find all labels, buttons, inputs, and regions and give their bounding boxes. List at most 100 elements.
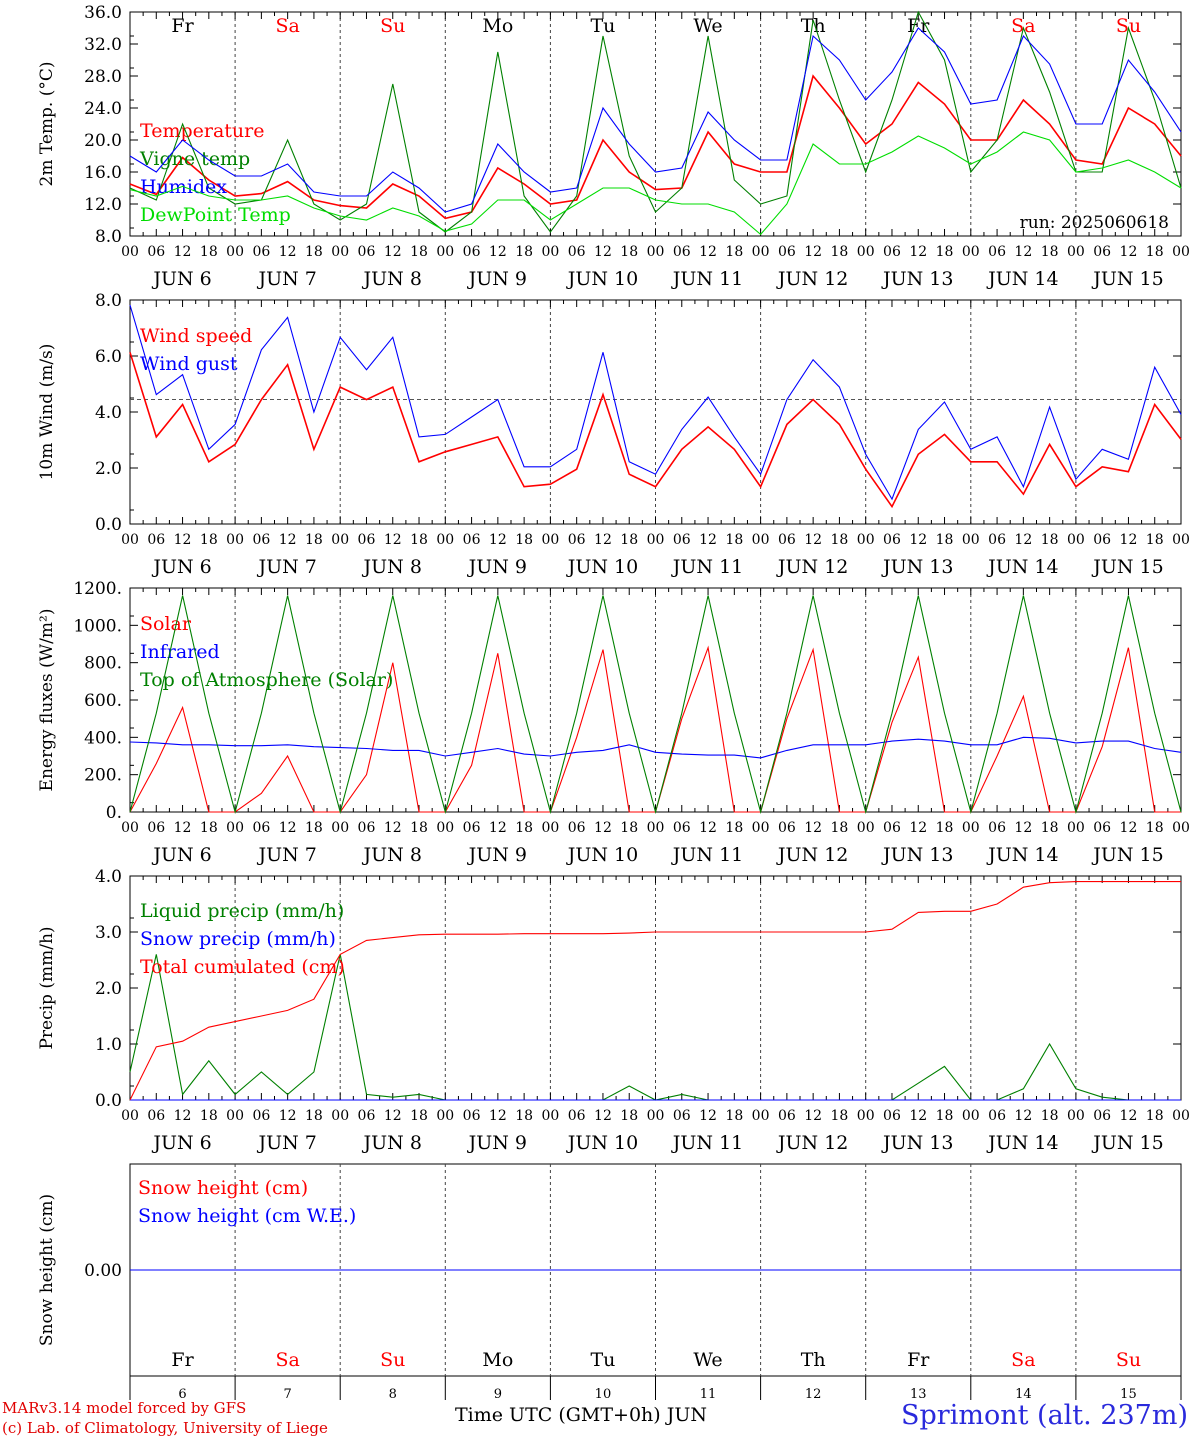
day-number-label: 14 [1015, 1387, 1032, 1400]
y-tick-label: 36.0 [84, 3, 122, 23]
hour-label: 18 [410, 1108, 428, 1124]
hour-label: 18 [936, 532, 954, 548]
hour-label: 00 [647, 820, 665, 836]
day-label: JUN 14 [986, 1132, 1058, 1154]
day-label: JUN 12 [776, 556, 848, 578]
hour-label: 00 [857, 1108, 875, 1124]
y-tick-label: 4.0 [95, 867, 122, 887]
hour-label: 12 [174, 820, 192, 836]
x-axis-title: Time UTC (GMT+0h) JUN [455, 1404, 707, 1426]
hour-label: 06 [358, 244, 376, 260]
hour-label: 06 [673, 532, 691, 548]
hour-label: 12 [804, 1108, 822, 1124]
legend-entry: Infrared [140, 641, 220, 663]
day-label: JUN 11 [671, 1132, 743, 1154]
day-label: JUN 6 [151, 844, 211, 866]
hour-label: 12 [279, 532, 297, 548]
y-tick-label: 0.0 [95, 515, 122, 535]
y-tick-label: 200. [84, 766, 122, 786]
hour-label: 12 [1014, 532, 1032, 548]
day-label: JUN 13 [881, 268, 953, 290]
legend-entry: Wind speed [140, 325, 252, 347]
y-tick-label: 20.0 [84, 131, 122, 151]
y-axis-label: 10m Wind (m/s) [37, 344, 57, 481]
day-number-label: 9 [494, 1387, 502, 1400]
day-label: JUN 8 [362, 556, 422, 578]
day-label: JUN 14 [986, 844, 1058, 866]
hour-label: 06 [147, 1108, 165, 1124]
hour-label: 18 [305, 1108, 323, 1124]
hour-label: 00 [1067, 1108, 1085, 1124]
day-label: JUN 12 [776, 1132, 848, 1154]
weekday-label: Su [380, 15, 405, 37]
hour-label: 00 [1172, 244, 1190, 260]
hour-label: 00 [647, 244, 665, 260]
hour-label: 12 [699, 1108, 717, 1124]
hour-label: 18 [515, 820, 533, 836]
hour-label: 06 [568, 532, 586, 548]
y-tick-label: 0. [106, 803, 122, 823]
series-line [129, 304, 1182, 501]
hour-label: 18 [831, 1108, 849, 1124]
hour-label: 12 [174, 244, 192, 260]
y-tick-label: 800. [84, 654, 122, 674]
legend-entry: Temperature [140, 120, 264, 142]
weekday-label: Fr [907, 1349, 930, 1371]
weekday-label: Su [1116, 1349, 1141, 1371]
hour-label: 00 [436, 820, 454, 836]
hour-label: 00 [857, 244, 875, 260]
hour-label: 12 [279, 820, 297, 836]
hour-label: 18 [620, 532, 638, 548]
hour-label: 18 [620, 1108, 638, 1124]
hour-label: 00 [1172, 532, 1190, 548]
hour-label: 18 [200, 532, 218, 548]
hour-label: 00 [541, 820, 559, 836]
hour-label: 06 [1093, 244, 1111, 260]
day-label: JUN 8 [362, 844, 422, 866]
y-tick-label: 3.0 [95, 923, 122, 943]
y-axis-label: Precip (mm/h) [37, 926, 57, 1049]
hour-label: 00 [121, 820, 139, 836]
hour-label: 18 [725, 244, 743, 260]
weekday-label: We [693, 1349, 722, 1371]
day-label: JUN 11 [671, 556, 743, 578]
hour-label: 00 [962, 820, 980, 836]
hour-label: 06 [988, 1108, 1006, 1124]
legend-entry: Top of Atmosphere (Solar) [140, 669, 393, 691]
y-tick-label: 32.0 [84, 35, 122, 55]
hour-label: 00 [962, 244, 980, 260]
hour-label: 00 [647, 532, 665, 548]
hour-label: 18 [305, 244, 323, 260]
series-line [129, 74, 1182, 220]
copyright-credit: (c) Lab. of Climatology, University of L… [2, 1419, 328, 1437]
hour-label: 00 [121, 244, 139, 260]
hour-label: 06 [988, 532, 1006, 548]
day-label: JUN 13 [881, 1132, 953, 1154]
hour-label: 12 [489, 820, 507, 836]
y-tick-label: 2.0 [95, 979, 122, 999]
hour-label: 18 [936, 820, 954, 836]
hour-label: 18 [410, 820, 428, 836]
hour-label: 12 [909, 1108, 927, 1124]
hour-label: 00 [541, 1108, 559, 1124]
day-label: JUN 10 [566, 1132, 638, 1154]
day-label: JUN 15 [1091, 268, 1163, 290]
y-tick-label: 24.0 [84, 99, 122, 119]
day-label: JUN 11 [671, 268, 743, 290]
hour-label: 12 [1120, 532, 1138, 548]
run-annotation: run: 2025060618 [1020, 213, 1169, 233]
hour-label: 00 [752, 820, 770, 836]
day-label: JUN 9 [467, 1132, 527, 1154]
hour-label: 00 [436, 244, 454, 260]
day-label: JUN 7 [256, 1132, 316, 1154]
hour-label: 12 [174, 1108, 192, 1124]
hour-label: 12 [489, 1108, 507, 1124]
hour-label: 06 [252, 532, 270, 548]
hour-label: 12 [174, 532, 192, 548]
day-label: JUN 6 [151, 1132, 211, 1154]
day-label: JUN 11 [671, 844, 743, 866]
hour-label: 00 [752, 532, 770, 548]
hour-label: 18 [831, 244, 849, 260]
hour-label: 06 [673, 820, 691, 836]
station-label: Sprimont (alt. 237m) [901, 1400, 1188, 1431]
